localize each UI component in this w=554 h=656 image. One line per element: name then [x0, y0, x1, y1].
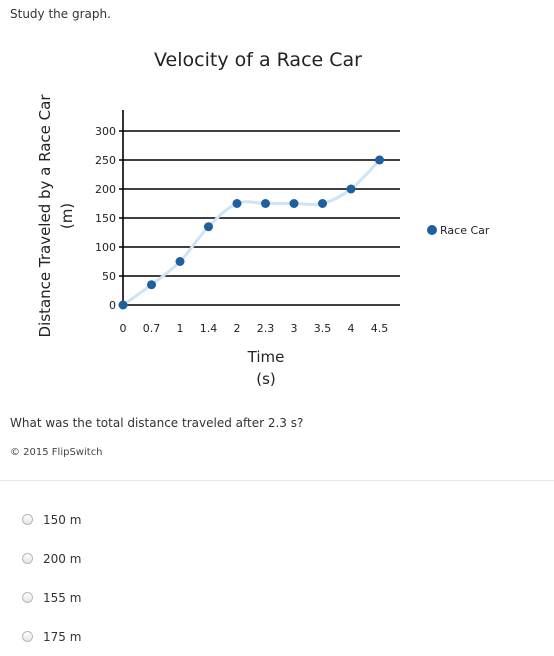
data-point [147, 280, 156, 290]
distance-time-chart: Velocity of a Race Car Distance Traveled… [36, 49, 490, 386]
chart-title: Velocity of a Race Car [154, 49, 362, 71]
data-point [289, 199, 299, 208]
data-point [232, 199, 242, 208]
legend-marker [427, 225, 437, 235]
legend-label: Race Car [440, 224, 490, 237]
choice-option-1[interactable]: 150 m [22, 500, 81, 539]
trend-curve [122, 158, 381, 307]
y-axis-label-line: (m) [58, 203, 76, 229]
choice-label: 200 m [43, 551, 82, 566]
x-tick-label: 4.5 [371, 322, 389, 335]
x-tick-label: 3 [291, 322, 298, 335]
data-point [204, 222, 213, 232]
y-tick-label: 0 [109, 299, 116, 312]
x-tick-labels: 0 0.7 1 1.4 2 2.3 3 3.5 4 4.5 [120, 322, 389, 335]
data-point [175, 257, 185, 266]
choice-option-2[interactable]: 200 m [22, 539, 81, 578]
y-axis-label-line: Distance Traveled by a Race Car [36, 94, 54, 338]
y-axis-label: Distance Traveled by a Race Car (m) [36, 94, 76, 338]
radio-button[interactable] [22, 631, 33, 642]
data-points [118, 155, 384, 310]
instruction-text: Study the graph. [10, 7, 111, 21]
copyright-text: © 2015 FlipSwitch [10, 447, 103, 458]
y-tick-labels: 0 50 100 150 200 250 300 [95, 125, 116, 312]
data-point [346, 184, 356, 194]
x-tick-label: 4 [348, 322, 355, 335]
data-point [318, 199, 327, 208]
y-tick-label: 200 [95, 183, 116, 196]
data-point [118, 300, 128, 310]
data-point [261, 199, 270, 208]
y-tick-label: 300 [95, 125, 116, 138]
x-axis-label: Time (s) [247, 348, 285, 386]
legend: Race Car [427, 224, 490, 237]
y-tick-label: 250 [95, 154, 116, 167]
data-point [375, 155, 384, 165]
y-tick-label: 50 [102, 270, 116, 283]
choice-label: 155 m [43, 590, 82, 605]
choice-option-3[interactable]: 155 m [22, 578, 81, 617]
radio-button[interactable] [22, 592, 33, 603]
x-tick-label: 0.7 [143, 322, 161, 335]
x-tick-label: 3.5 [314, 322, 332, 335]
x-axis-label-line: Time [247, 348, 285, 366]
divider [0, 480, 554, 481]
x-tick-label: 1 [177, 322, 184, 335]
grid-lines [119, 130, 400, 306]
choice-label: 175 m [43, 629, 82, 644]
x-axis-label-line: (s) [256, 370, 276, 386]
x-tick-label: 0 [120, 322, 127, 335]
radio-button[interactable] [22, 514, 33, 525]
question-text: What was the total distance traveled aft… [10, 416, 304, 430]
x-tick-label: 1.4 [200, 322, 218, 335]
radio-button[interactable] [22, 553, 33, 564]
choice-label: 150 m [43, 512, 82, 527]
answer-choices: 150 m 200 m 155 m 175 m [22, 500, 81, 656]
x-tick-label: 2.3 [257, 322, 275, 335]
x-tick-label: 2 [234, 322, 241, 335]
trend-curve-path [122, 158, 381, 307]
y-tick-label: 150 [95, 212, 116, 225]
choice-option-4[interactable]: 175 m [22, 617, 81, 656]
y-tick-label: 100 [95, 241, 116, 254]
